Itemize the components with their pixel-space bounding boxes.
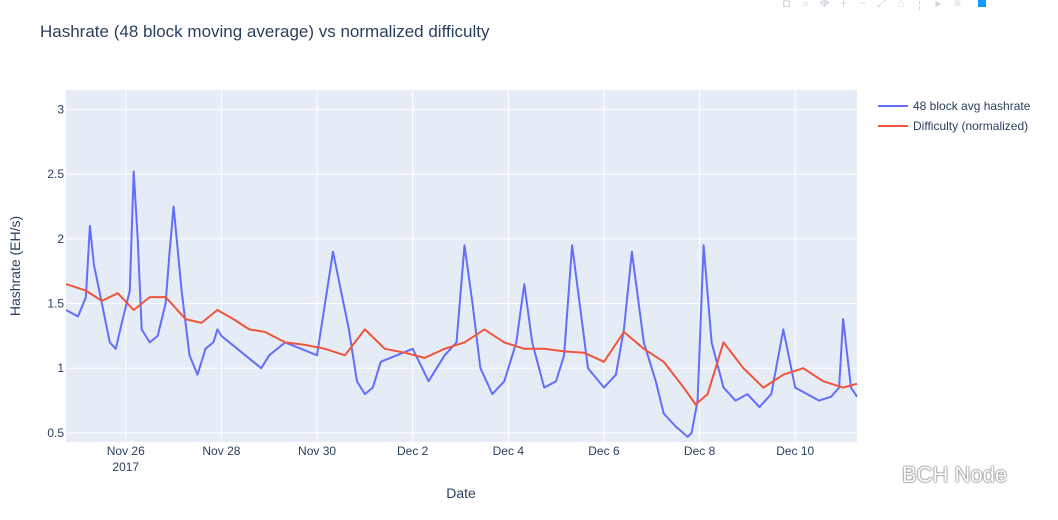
x-tick-label: Nov 26 [107,444,145,458]
legend-swatch-difficulty [878,125,908,127]
legend-item-hashrate[interactable]: 48 block avg hashrate [878,96,1030,116]
x-tick-label: Nov 28 [202,444,240,458]
legend-item-difficulty[interactable]: Difficulty (normalized) [878,116,1030,136]
x-tick-label: Dec 4 [493,444,525,458]
hover-compare-icon[interactable]: ≡ [953,0,961,10]
x-tick-label: Dec 6 [588,444,620,458]
legend-label-hashrate: 48 block avg hashrate [913,99,1031,113]
watermark-text: BCH Node [902,462,1008,487]
legend-label-difficulty: Difficulty (normalized) [913,119,1029,133]
zoom-in-icon[interactable]: + [839,0,847,10]
autoscale-icon[interactable]: ⤢ [876,0,887,10]
x-tick-year-label: 2017 [112,460,139,474]
y-tick-label: 1.5 [47,297,64,311]
spike-lines-icon[interactable]: ┆ [915,0,924,10]
grid-lines [66,90,857,442]
x-axis-label: Date [446,485,476,501]
zoom-icon[interactable]: ⌕ [802,0,809,10]
x-axis-ticks: Nov 26 2017 Nov 28 Nov 30 Dec 2 Dec 4 Dec 6 Dec… [107,444,815,474]
legend[interactable]: 48 block avg hashrate Difficulty (normal… [878,96,1030,136]
watermark: BCH Node [868,462,1007,488]
plot-area [66,90,857,442]
series-lines [65,170,858,438]
plotly-logo-icon[interactable] [978,0,986,7]
zoom-out-icon[interactable]: − [858,0,866,10]
y-tick-label: 0.5 [47,426,64,440]
x-tick-label: Dec 10 [776,444,814,458]
y-tick-label: 2 [57,232,64,246]
camera-icon[interactable]: ◘ [782,0,791,10]
pan-icon[interactable]: ✥ [819,0,830,10]
y-tick-label: 1 [57,361,64,375]
y-tick-label: 3 [57,102,64,116]
x-tick-label: Dec 2 [397,444,429,458]
modebar: ◘ ⌕ ✥ + − ⤢ ⌂ ┆ ▸ ≡ [780,0,1058,10]
x-tick-label: Dec 8 [684,444,716,458]
difficulty-line [65,283,858,406]
chart-title: Hashrate (48 block moving average) vs no… [40,22,490,41]
reset-axes-icon[interactable]: ⌂ [896,0,905,10]
legend-swatch-hashrate [878,105,908,107]
wechat-icon [868,465,894,485]
x-tick-label: Nov 30 [298,444,336,458]
y-tick-label: 2.5 [47,167,64,181]
hashrate-line [65,170,858,438]
y-axis-label: Hashrate (EH/s) [7,216,23,316]
y-axis-ticks: 0.5 1 1.5 2 2.5 3 [47,102,64,440]
hover-closest-icon[interactable]: ▸ [935,0,942,10]
